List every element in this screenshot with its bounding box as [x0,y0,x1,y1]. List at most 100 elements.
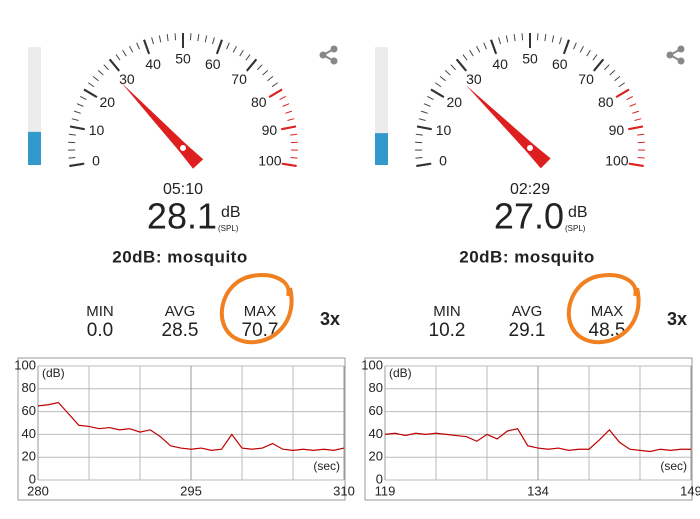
gauge-label: 10 [89,122,105,138]
share-dot [677,45,685,53]
y-tick-label: 40 [369,426,383,441]
gauge-minor-tick [626,95,634,101]
stat-value: 0.0 [87,320,113,341]
needle [465,84,551,169]
reference: 20dB: mosquito [459,247,594,266]
speed-button[interactable]: 3x [667,309,687,329]
stat-label: MIN [433,303,461,320]
gauge-tick [83,88,98,98]
gauge-minor-tick [73,110,81,114]
share-dot [677,57,685,65]
gauge-label: 40 [145,56,161,72]
stat-value: 10.2 [429,320,466,341]
gauge-minor-tick [415,156,423,159]
gauge-minor-tick [634,118,642,121]
gauge-tick [69,125,85,131]
gauge-label: 10 [436,122,452,138]
gauge-minor-tick [166,34,169,42]
gauge-tick [592,58,605,72]
gauge-minor-tick [592,54,598,61]
gauge-minor-tick [211,37,215,45]
stat-label: MAX [244,303,277,320]
y-tick-label: 80 [369,380,383,395]
highlight-circle [566,273,641,345]
gauge-minor-tick [498,37,502,45]
timer: 02:29 [510,181,550,198]
gauge-tick [455,58,468,72]
needle-hub [525,143,535,153]
x-tick-label: 280 [27,483,49,498]
gauge-label: 60 [205,56,221,72]
stat-value: 29.1 [509,320,546,341]
gauge-label: 90 [262,122,278,138]
level-fill [28,131,41,165]
gauge-minor-tick [637,133,645,136]
gauge-tick [281,125,297,131]
gauge-minor-tick [418,118,426,121]
y-axis-label: (dB) [42,366,65,380]
gauge-label: 50 [175,51,191,67]
x-tick-label: 295 [180,483,202,498]
gauge-minor-tick [285,110,293,114]
chart-frame [17,357,346,501]
unit: dB [568,204,588,221]
y-tick-label: 100 [361,357,383,372]
gauge-minor-tick [88,82,95,88]
gauge-tick [490,39,498,55]
highlight-circle [219,273,294,345]
gauge-tick [628,162,644,167]
gauge-tick [143,39,151,55]
y-tick-label: 40 [22,426,36,441]
gauge-minor-tick [103,64,109,71]
gauge-minor-tick [444,69,451,76]
unit: dB [221,204,241,221]
x-tick-label: 134 [527,483,549,498]
gauge-minor-tick [287,118,295,121]
share-button[interactable] [319,45,338,65]
gauge-label: 70 [578,71,594,87]
gauge-minor-tick [79,95,87,101]
level-line [384,428,691,453]
gauge-minor-tick [483,42,487,50]
gauge-label: 100 [258,152,282,168]
gauge-minor-tick [92,75,99,82]
gauge-tick [69,162,85,167]
gauge-tick [416,162,432,167]
y-tick-label: 100 [14,357,36,372]
gauge-label: 70 [231,71,247,87]
gauge-minor-tick [267,75,274,82]
gauge-minor-tick [68,133,76,136]
needle [121,82,204,169]
timer: 05:10 [163,181,203,198]
gauge-minor-tick [76,103,84,107]
stat-label: MAX [591,303,624,320]
x-axis-label: (sec) [313,459,340,473]
gauge-minor-tick [544,34,547,42]
stat-label: AVG [165,303,196,320]
reading: 27.0 [494,196,564,237]
gauge-minor-tick [68,156,76,159]
share-dot [666,51,674,59]
gauge-minor-tick [226,42,230,50]
reading: 28.1 [147,196,217,237]
gauge-tick [615,88,630,98]
share-dot [319,51,327,59]
gauge-minor-tick [239,49,244,57]
gauge-minor-tick [279,95,287,101]
gauge-minor-tick [71,118,79,121]
level-fill [375,133,388,165]
y-tick-label: 0 [29,471,36,486]
gauge-minor-tick [257,64,263,71]
gauge-label: 30 [466,71,482,87]
gauge-tick [430,88,445,98]
gauge-minor-tick [551,35,555,43]
gauge-label: 0 [439,152,447,168]
gauge-minor-tick [136,42,140,50]
gauge-label: 60 [552,56,568,72]
share-button[interactable] [666,45,685,65]
gauge-minor-tick [115,54,121,61]
gauge-label: 0 [92,152,100,168]
gauge-minor-tick [415,133,423,136]
speed-button[interactable]: 3x [320,309,340,329]
